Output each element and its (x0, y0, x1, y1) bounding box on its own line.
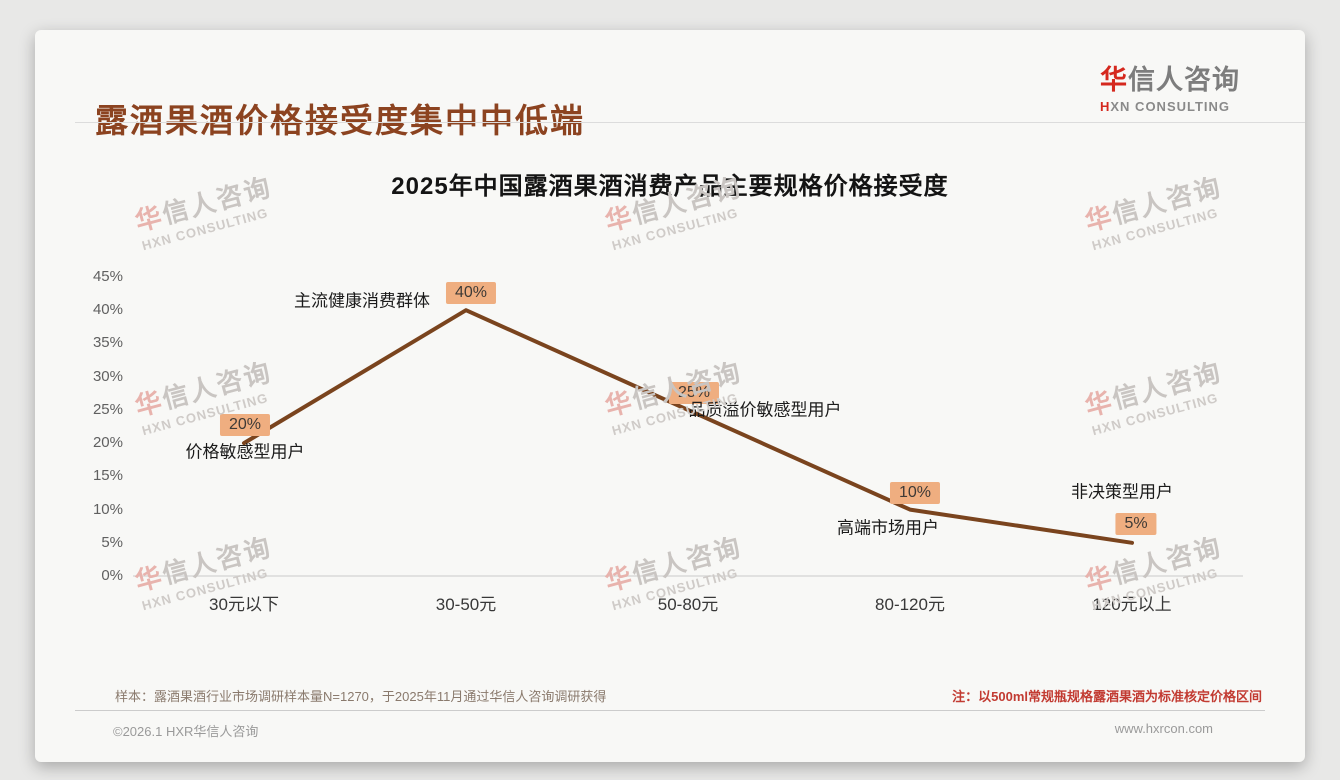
x-axis-label: 30-50元 (435, 595, 497, 614)
company-logo: 华信人咨询 HXN CONSULTING (1100, 58, 1240, 114)
chart-title: 2025年中国露酒果酒消费产品主要规格价格接受度 (391, 173, 949, 200)
y-axis-tick: 5% (101, 533, 123, 551)
y-axis-tick: 40% (92, 301, 123, 319)
series-annotation: 主流健康消费群体 (294, 291, 430, 311)
series-annotation: 非决策型用户 (1071, 482, 1173, 502)
y-axis-tick: 35% (92, 334, 123, 352)
y-axis-tick: 15% (92, 467, 123, 485)
x-axis-label: 30元以下 (209, 595, 279, 614)
y-axis-tick: 0% (101, 567, 123, 584)
price-note: 注：以500ml常规瓶规格露酒果酒为标准核定价格区间 (952, 689, 1262, 704)
logo-subtitle-text: HXN CONSULTING (1100, 99, 1231, 114)
page-title: 露酒果酒价格接受度集中中低端 (95, 102, 585, 139)
data-point-value: 20% (219, 414, 271, 437)
series-annotation: 高端市场用户 (837, 518, 939, 538)
y-axis-tick: 30% (92, 367, 123, 385)
y-axis-tick: 20% (92, 434, 123, 452)
report-card: 露酒果酒价格接受度集中中低端 华信人咨询 HXN CONSULTING 2025… (35, 30, 1305, 762)
series-annotation: 品质溢价敏感型用户 (688, 400, 842, 420)
data-point-value: 5% (1115, 512, 1157, 535)
copyright-text: ©2026.1 HXR华信人咨询 (113, 724, 259, 739)
series-annotation: 价格敏感型用户 (185, 442, 305, 462)
x-axis-label: 80-120元 (875, 595, 945, 614)
footer-divider (75, 710, 1265, 711)
logo-brand-text: 华信人咨询 (1100, 65, 1240, 95)
website-text: www.hxrcon.com (1114, 721, 1213, 736)
x-axis-label: 50-80元 (657, 595, 719, 614)
y-axis-tick: 10% (92, 500, 123, 518)
y-axis-tick: 25% (92, 400, 123, 418)
data-point-value: 25% (668, 381, 720, 404)
chart-canvas (133, 308, 1243, 577)
line-chart: 0% 5% 10% 15% 20% 25% 30% 35% 40% 45% 30元以下 30-50元 5… (35, 30, 1305, 762)
trend-line (242, 308, 1134, 545)
data-point-value: 40% (445, 282, 497, 305)
data-point-value: 10% (889, 481, 941, 504)
header-divider (75, 122, 1305, 123)
y-axis-tick: 45% (92, 268, 123, 285)
x-axis-label: 120元以上 (1092, 595, 1172, 614)
sample-note: 样本：露酒果酒行业市场调研样本量N=1270，于2025年11月通过华信人咨询调… (115, 689, 607, 704)
